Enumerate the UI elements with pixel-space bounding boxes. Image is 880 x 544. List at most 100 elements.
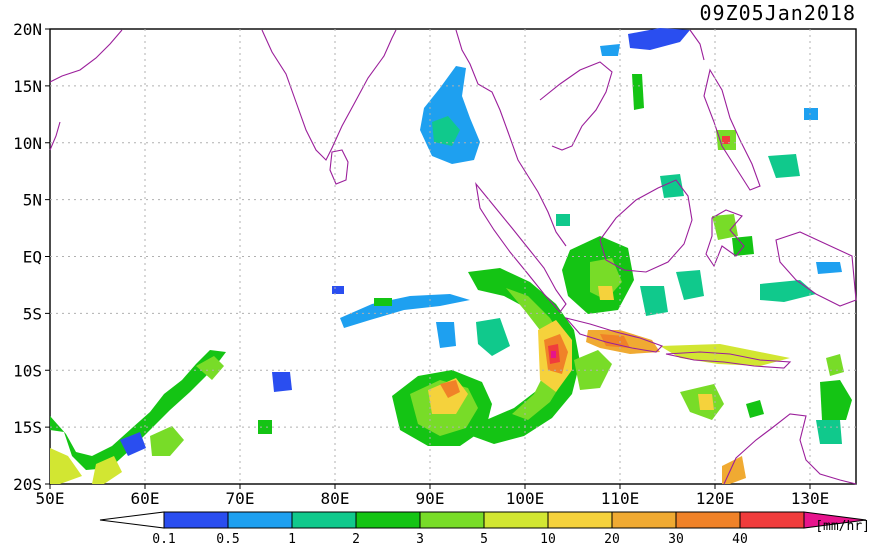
lon-tick-label: 110E xyxy=(601,489,640,508)
precip-cell xyxy=(698,394,714,410)
lat-tick-label: 5N xyxy=(23,191,42,210)
precip-cell xyxy=(50,448,82,484)
colorbar-segment xyxy=(291,511,357,529)
coastline-borneo xyxy=(599,179,693,273)
coastline-malay xyxy=(527,175,567,247)
colorbar-tick-label: 2 xyxy=(352,532,360,544)
colorbar-tick-label: 5 xyxy=(480,532,488,544)
precip-cell xyxy=(676,270,704,300)
lon-tick-label: 100E xyxy=(506,489,545,508)
coastline-philippines xyxy=(703,68,761,191)
colorbar-tick-label: 20 xyxy=(604,532,620,544)
colorbar-segment xyxy=(419,511,485,529)
precip-cell xyxy=(722,456,746,484)
precip-cell xyxy=(272,372,292,392)
colorbar-under-arrow xyxy=(99,511,165,529)
precip-cell xyxy=(712,214,738,240)
lat-tick-label: EQ xyxy=(23,248,42,267)
colorbar-tick-label: 0.5 xyxy=(216,532,239,544)
precip-cell xyxy=(551,351,556,358)
coastline-java xyxy=(564,317,663,353)
precip-cell xyxy=(120,432,146,456)
precip-cell xyxy=(746,400,764,418)
precip-cell xyxy=(632,74,644,110)
precip-cell xyxy=(660,344,790,366)
lat-tick-label: 10S xyxy=(13,361,42,380)
coastline-layer xyxy=(49,29,857,485)
lon-tick-label: 50E xyxy=(36,489,65,508)
map-title: 09Z05Jan2018 xyxy=(700,1,857,25)
coastline-indochina xyxy=(539,61,613,151)
colorbar-tick-label: 3 xyxy=(416,532,424,544)
coastline-sumatra xyxy=(475,182,567,313)
colorbar: 0.1 0.5 1 2 3 5 10 20 30 40 [mm/hr] xyxy=(99,511,870,544)
colorbar-segment xyxy=(355,511,421,529)
precip-cell xyxy=(816,420,842,444)
colorbar-segment xyxy=(163,511,229,529)
precip-cell xyxy=(340,294,470,328)
coastline-arabia-africa xyxy=(49,29,123,83)
precip-cell xyxy=(768,154,800,178)
lat-tick-label: 15N xyxy=(13,77,42,96)
latitude-labels: 20N 15N 10N 5N EQ 5S 10S 15S 20S xyxy=(13,20,50,494)
colorbar-tick-label: 40 xyxy=(732,532,748,544)
colorbar-segment xyxy=(611,511,677,529)
precipitation-layer xyxy=(50,28,852,484)
precip-cell xyxy=(258,420,272,434)
precip-cell xyxy=(590,258,622,300)
coastline-srilanka xyxy=(329,149,349,185)
precip-cell xyxy=(804,108,818,120)
precip-cell xyxy=(440,380,460,398)
colorbar-tick-label: 10 xyxy=(540,532,556,544)
precip-cell xyxy=(468,268,580,444)
precip-cell xyxy=(196,356,224,380)
coastline-myanmar xyxy=(455,29,529,177)
coastline-new-guinea xyxy=(775,231,857,307)
precip-cell xyxy=(374,298,392,306)
lat-tick-label: 5S xyxy=(23,304,42,323)
precip-cell xyxy=(628,28,690,50)
precip-cell xyxy=(600,44,620,56)
graticule xyxy=(50,29,856,484)
lat-tick-label: 20S xyxy=(13,475,42,494)
colorbar-segment xyxy=(739,511,805,529)
precip-cell xyxy=(820,380,852,420)
lon-tick-label: 70E xyxy=(226,489,255,508)
colorbar-segment xyxy=(547,511,613,529)
coastline-africa-horn xyxy=(49,121,61,151)
precip-cell xyxy=(476,318,510,356)
colorbar-tick-label: 1 xyxy=(288,532,296,544)
precip-cell xyxy=(640,286,668,316)
coastline-australia xyxy=(723,413,857,485)
colorbar-segment xyxy=(227,511,293,529)
precip-cell xyxy=(574,350,612,390)
colorbar-unit: [mm/hr] xyxy=(815,519,870,534)
precip-cell xyxy=(598,286,614,300)
longitude-labels: 50E 60E 70E 80E 90E 100E 110E 120E 130E xyxy=(36,484,830,508)
precip-cell xyxy=(432,116,460,146)
precip-cell xyxy=(760,280,816,302)
precip-cell xyxy=(732,236,754,256)
precip-cell xyxy=(600,334,630,348)
precip-cell xyxy=(50,350,226,470)
colorbar-segment xyxy=(483,511,549,529)
precip-cell xyxy=(436,322,456,348)
precip-cell xyxy=(556,214,570,226)
precip-cell xyxy=(150,426,184,456)
lon-tick-label: 130E xyxy=(791,489,830,508)
precip-cell xyxy=(332,286,344,294)
lat-tick-label: 20N xyxy=(13,20,42,39)
coastline-india xyxy=(261,29,397,161)
lat-tick-label: 15S xyxy=(13,418,42,437)
colorbar-segment xyxy=(675,511,741,529)
colorbar-tick-label: 0.1 xyxy=(152,532,175,544)
precip-cell xyxy=(816,262,842,274)
colorbar-over-arrow xyxy=(803,511,867,529)
precip-cell xyxy=(92,456,122,484)
lon-tick-label: 60E xyxy=(131,489,160,508)
coastline-taiwan xyxy=(689,29,705,61)
lon-tick-label: 90E xyxy=(416,489,445,508)
lon-tick-label: 80E xyxy=(321,489,350,508)
precip-cell xyxy=(660,174,684,198)
